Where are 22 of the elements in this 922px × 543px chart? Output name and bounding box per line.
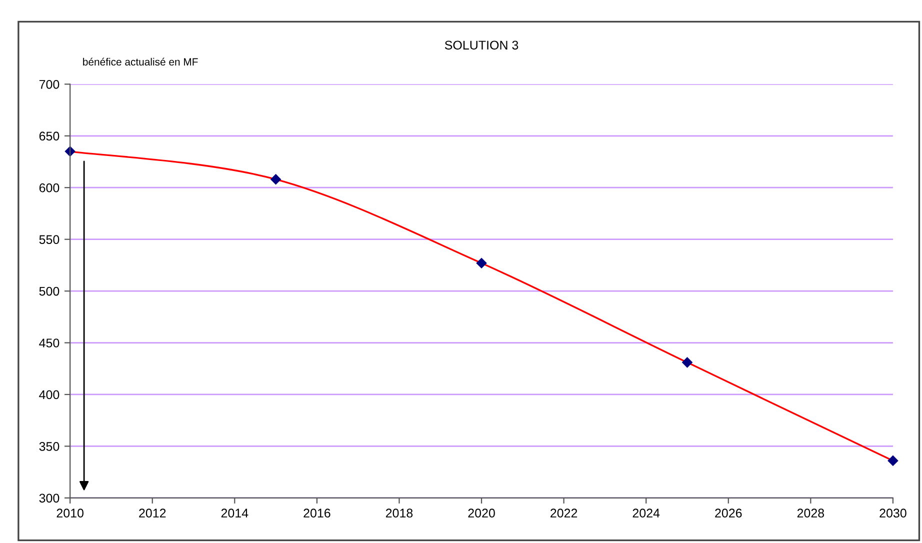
y-tick-label: 500 [39,286,60,296]
y-tick-label: 600 [39,183,60,192]
y-tick-label: 550 [39,235,60,244]
x-tick-label: 2024 [632,508,660,518]
x-tick-label: 2016 [304,508,330,518]
x-tick-label: 2028 [797,508,824,518]
y-tick-label: 650 [39,132,60,141]
x-tick-label: 2020 [468,508,495,518]
y-tick-label: 350 [39,442,60,451]
y-tick-label: 700 [39,80,60,89]
x-tick-label: 2026 [715,508,742,518]
x-tick-label: 2012 [139,508,166,518]
y-tick-label: 450 [39,338,60,348]
y-axis-title: bénéfice actualisé en MF [83,58,198,66]
chart-title: SOLUTION 3 [444,40,518,50]
x-tick-label: 2014 [221,508,248,518]
x-tick-label: 2022 [550,508,578,518]
y-tick-label: 300 [39,494,60,503]
x-tick-label: 2010 [56,508,84,518]
x-tick-label: 2018 [386,508,413,518]
x-tick-label: 2030 [880,508,906,518]
y-tick-label: 400 [39,390,60,400]
